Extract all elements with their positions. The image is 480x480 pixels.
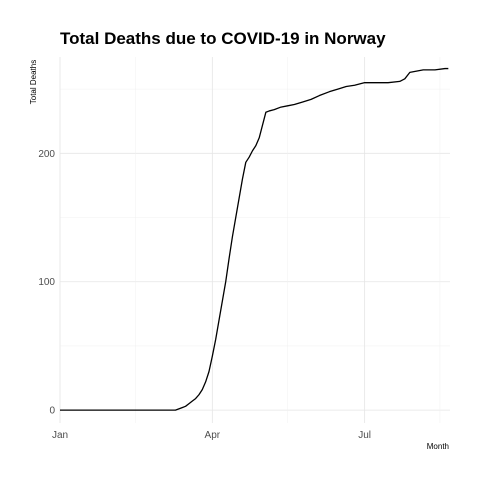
y-axis-label: Total Deaths bbox=[29, 60, 38, 104]
grid bbox=[59, 57, 450, 423]
chart-title: Total Deaths due to COVID-19 in Norway bbox=[60, 29, 386, 48]
y-tick-label: 100 bbox=[38, 277, 55, 288]
series-line bbox=[60, 67, 449, 411]
x-tick-label: Jul bbox=[358, 430, 371, 441]
x-tick-label: Apr bbox=[205, 430, 221, 441]
tick-labels: 0 100 200 Jan Apr Jul bbox=[38, 149, 371, 441]
y-tick-label: 200 bbox=[38, 149, 55, 160]
x-tick-label: Jan bbox=[52, 430, 68, 441]
y-tick-label: 0 bbox=[49, 406, 55, 417]
x-axis-label: Month bbox=[427, 442, 449, 451]
